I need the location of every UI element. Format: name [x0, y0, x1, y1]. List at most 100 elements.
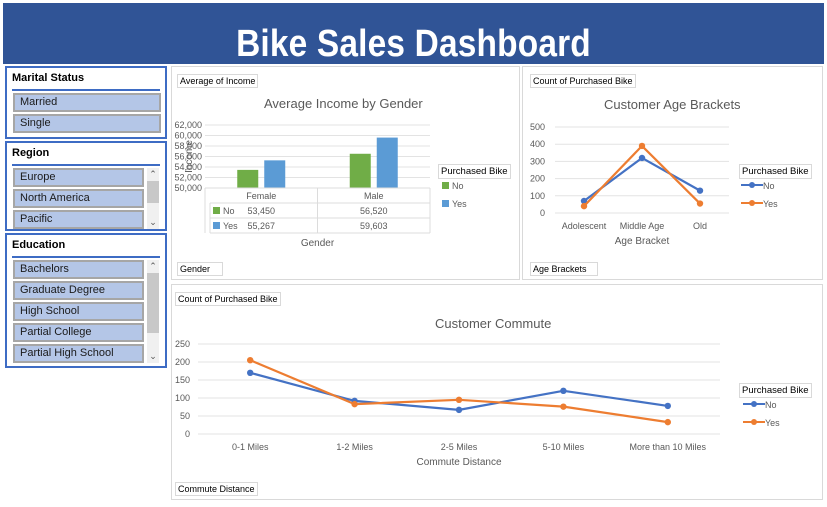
point-no-2: [696, 187, 704, 194]
y-tick-label: 200: [175, 357, 190, 367]
legend-item-no[interactable]: No: [741, 181, 775, 191]
axis-field-button[interactable]: Age Brackets: [530, 262, 598, 276]
legend-label: Yes: [763, 199, 778, 209]
slicer-item-graduate-degree[interactable]: Graduate Degree: [13, 281, 144, 300]
scroll-down-icon[interactable]: ⌄: [149, 351, 157, 361]
slicer-item-partial-high-school[interactable]: Partial High School: [13, 344, 144, 363]
bar-yes-male: [376, 137, 398, 188]
chart-customer-age-brackets: Count of Purchased Bike Customer Age Bra…: [522, 66, 823, 280]
legend-label: Yes: [765, 418, 780, 428]
y-tick-label: 150: [175, 375, 190, 385]
x-tick-label: More than 10 Miles: [630, 442, 707, 452]
x-axis-title: Gender: [301, 238, 335, 249]
slicer-item-married[interactable]: Married: [13, 93, 161, 112]
slicer-title: Education: [12, 239, 66, 251]
table-value: 53,450: [247, 206, 275, 216]
y-tick-label: 60,000: [174, 131, 202, 141]
legend-label: No: [765, 400, 777, 410]
x-tick-label: 2-5 Miles: [441, 442, 478, 452]
line-series-no: [583, 156, 701, 202]
x-axis-title: Age Bracket: [615, 236, 670, 247]
slicer-item-partial-college[interactable]: Partial College: [13, 323, 144, 342]
slicer-title: Region: [12, 147, 50, 159]
legend-title[interactable]: Purchased Bike: [739, 383, 812, 398]
legend-marker-no: [743, 401, 765, 407]
scroll-thumb[interactable]: [147, 273, 159, 333]
value-field-button[interactable]: Count of Purchased Bike: [530, 74, 636, 88]
legend-item-yes[interactable]: Yes: [741, 199, 778, 209]
legend-item-yes[interactable]: Yes: [442, 199, 467, 209]
table-category-label: Female: [246, 191, 276, 201]
point-yes-4: [664, 418, 671, 426]
table-value: 59,603: [360, 221, 388, 231]
chart-income-by-gender: Average of Income Average Income by Gend…: [171, 66, 520, 280]
scroll-down-icon[interactable]: ⌄: [149, 217, 157, 227]
chart-title: Average Income by Gender: [264, 96, 423, 111]
table-swatch-yes: [213, 222, 220, 229]
x-tick-label: 1-2 Miles: [336, 442, 373, 452]
legend-label: No: [452, 181, 464, 191]
y-tick-label: 0: [185, 429, 190, 439]
slicer-item-high-school[interactable]: High School: [13, 302, 144, 321]
axis-field-button[interactable]: Commute Distance: [175, 482, 258, 496]
chart-customer-commute: Count of Purchased Bike Customer Commute…: [171, 284, 823, 500]
slicer-item-europe[interactable]: Europe: [13, 168, 144, 187]
value-field-button[interactable]: Average of Income: [177, 74, 259, 88]
value-field-button[interactable]: Count of Purchased Bike: [175, 292, 281, 306]
legend-item-no[interactable]: No: [442, 181, 464, 191]
y-tick-label: 52,000: [174, 173, 202, 183]
x-tick-label: 0-1 Miles: [232, 442, 269, 452]
slicer-scrollbar[interactable]: ⌃ ⌄: [147, 168, 159, 229]
y-axis-title: Income: [184, 140, 195, 173]
dashboard-banner: Bike Sales Dashboard: [3, 3, 824, 65]
y-tick-label: 200: [530, 174, 545, 184]
point-yes-0: [247, 357, 254, 364]
income-chart-plot: 50,00052,00054,00056,00058,00060,00062,0…: [174, 120, 431, 249]
y-tick-label: 58,000: [174, 141, 202, 151]
slicer-divider: [12, 256, 160, 258]
point-yes-1: [638, 142, 646, 150]
legend-swatch-no: [442, 182, 449, 189]
legend-title[interactable]: Purchased Bike: [739, 164, 812, 179]
point-yes-0: [580, 202, 588, 210]
y-tick-label: 100: [530, 191, 545, 201]
slicer-item-north-america[interactable]: North America: [13, 189, 144, 208]
chart-title: Customer Age Brackets: [604, 97, 741, 112]
legend-swatch-yes: [442, 200, 449, 207]
commute-chart-plot: 0 50 100 150 200 250 0-1 Miles 1-2 Miles 2-5 Mil…: [175, 339, 720, 468]
table-value: 55,267: [247, 221, 275, 231]
legend-item-yes[interactable]: Yes: [743, 418, 780, 428]
slicer-scrollbar[interactable]: ⌃ ⌄: [147, 260, 159, 363]
point-no-0: [580, 197, 588, 205]
slicer-marital-status: Marital Status Married Single: [5, 66, 167, 139]
slicer-divider: [12, 89, 160, 91]
table-category-label: Male: [364, 191, 384, 201]
scroll-up-icon[interactable]: ⌃: [149, 169, 157, 179]
dashboard-title: Bike Sales Dashboard: [236, 23, 591, 65]
legend-label: No: [763, 181, 775, 191]
legend-title[interactable]: Purchased Bike: [438, 164, 511, 179]
slicer-region: Region Europe North America Pacific ⌃ ⌄: [5, 141, 167, 231]
table-series-label: Yes: [223, 221, 238, 231]
scroll-up-icon[interactable]: ⌃: [149, 261, 157, 271]
table-swatch-no: [213, 207, 220, 214]
slicer-item-pacific[interactable]: Pacific: [13, 210, 144, 229]
y-tick-label: 56,000: [174, 152, 202, 162]
bar-no-male: [349, 153, 371, 188]
point-yes-2: [455, 396, 463, 403]
slicer-item-bachelors[interactable]: Bachelors: [13, 260, 144, 279]
y-tick-label: 50,000: [174, 183, 202, 193]
axis-field-button[interactable]: Gender: [177, 262, 223, 276]
y-tick-label: 300: [530, 156, 545, 166]
point-no-2: [455, 406, 463, 414]
y-tick-label: 0: [540, 208, 545, 218]
scroll-thumb[interactable]: [147, 181, 159, 203]
legend-marker-no: [741, 182, 763, 188]
y-tick-label: 100: [175, 393, 190, 403]
legend-item-no[interactable]: No: [743, 400, 777, 410]
x-axis-title: Commute Distance: [416, 457, 501, 468]
slicer-item-single[interactable]: Single: [13, 114, 161, 133]
x-tick-label: Middle Age: [620, 221, 665, 231]
legend-marker-yes: [743, 419, 765, 425]
point-no-4: [664, 402, 671, 410]
